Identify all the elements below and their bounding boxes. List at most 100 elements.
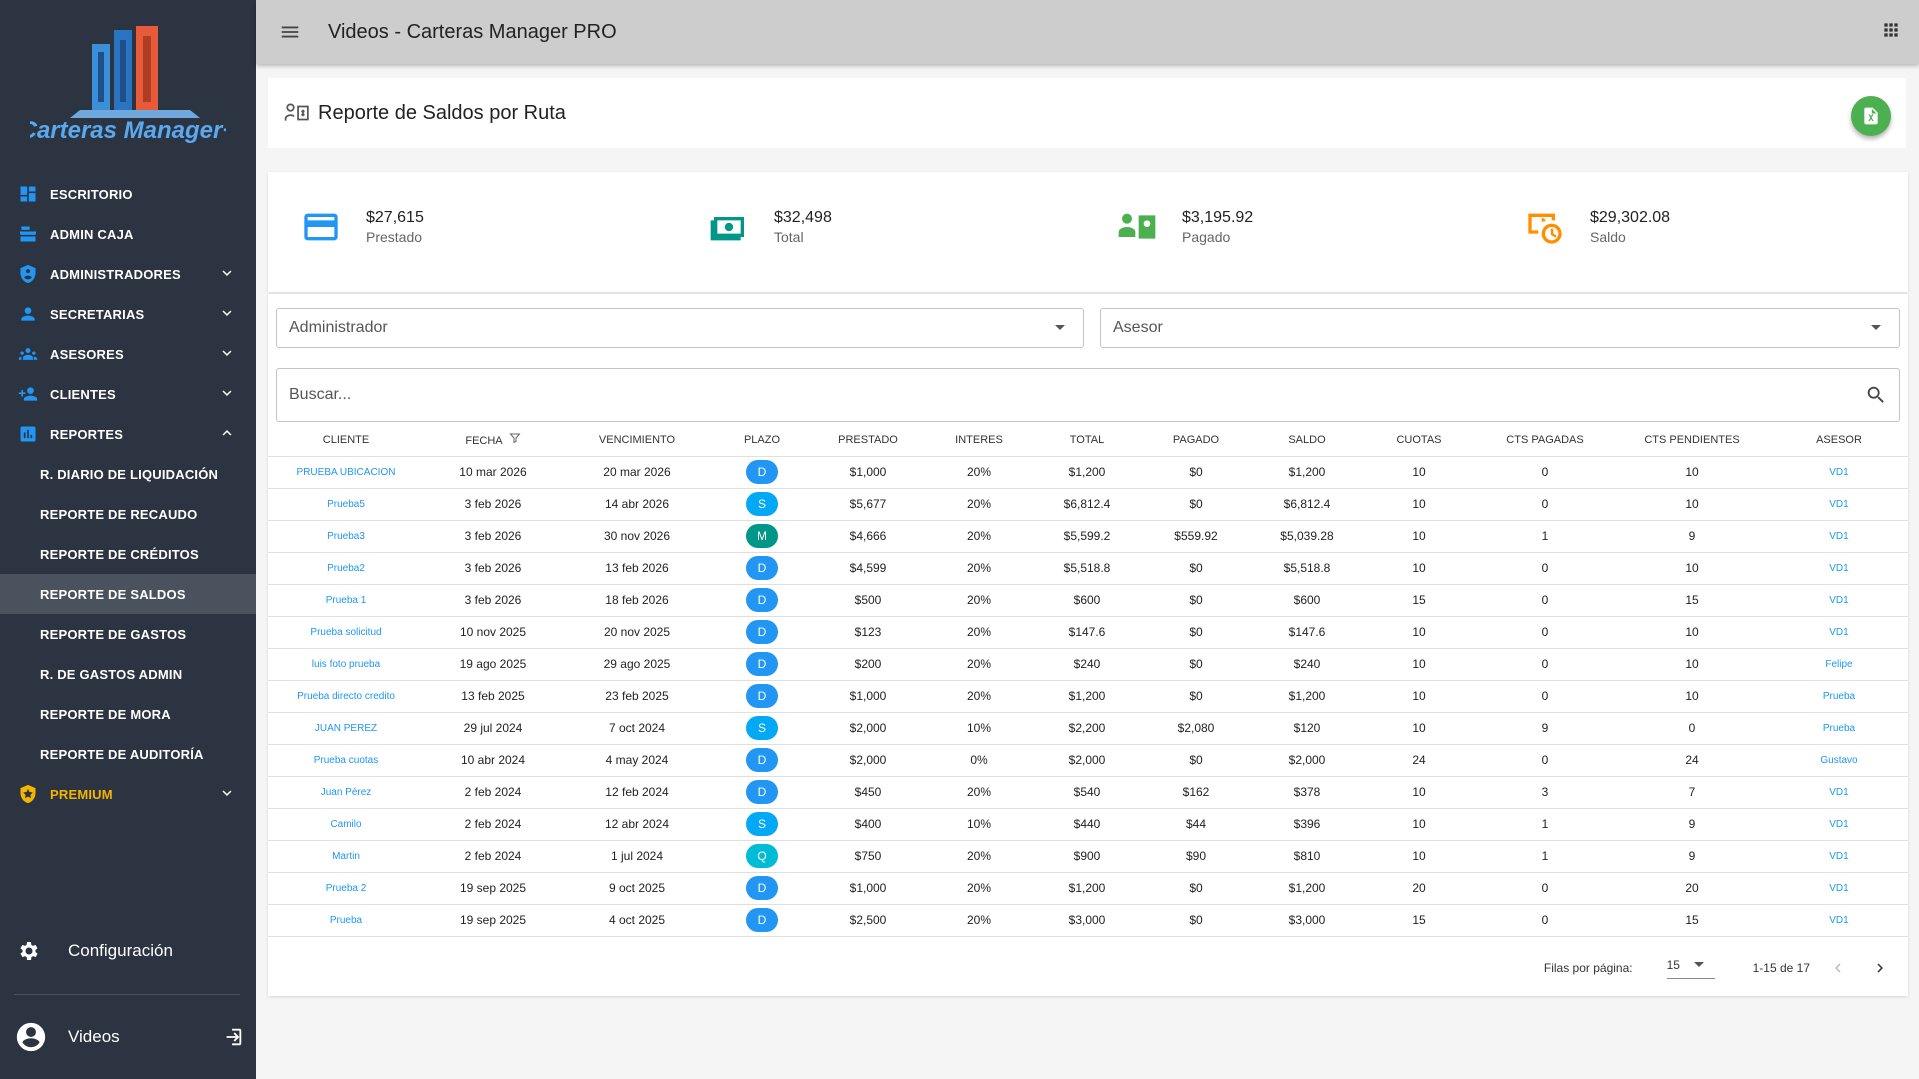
cell-asesor[interactable]: VD1	[1770, 584, 1908, 617]
cell-cliente[interactable]: Prueba2	[268, 552, 424, 585]
filter-icon[interactable]	[509, 433, 521, 447]
cell-prestado: $750	[812, 840, 924, 873]
table-row[interactable]: Prueba solicitud 10 nov 2025 20 nov 2025 D $…	[268, 616, 1908, 649]
cell-cliente[interactable]: Prueba 2	[268, 872, 424, 905]
rows-per-page-select[interactable]: 15	[1666, 958, 1715, 979]
sidebar-item-asesores[interactable]: ASESORES	[0, 334, 256, 374]
cell-cliente[interactable]: Prueba cuotas	[268, 744, 424, 777]
cell-asesor[interactable]: VD1	[1770, 552, 1908, 585]
sidebar-subitem-2[interactable]: REPORTE DE CRÉDITOS	[0, 534, 256, 574]
column-header-cts-pendientes[interactable]: CTS PENDIENTES	[1614, 424, 1770, 457]
sidebar-item-administradores[interactable]: ADMINISTRADORES	[0, 254, 256, 294]
column-header-saldo[interactable]: SALDO	[1252, 424, 1362, 457]
search-input[interactable]	[289, 386, 1865, 404]
cell-asesor[interactable]: Prueba	[1770, 712, 1908, 745]
cell-asesor[interactable]: VD1	[1770, 904, 1908, 937]
cell-cliente[interactable]: Camilo	[268, 808, 424, 841]
cell-asesor[interactable]: VD1	[1770, 776, 1908, 809]
sidebar-subitem-4[interactable]: REPORTE DE GASTOS	[0, 614, 256, 654]
sidebar-nav: ESCRITORIO ADMIN CAJA ADMINISTRADORES SECRE…	[0, 174, 256, 814]
sidebar-subitem-6[interactable]: REPORTE DE MORA	[0, 694, 256, 734]
cell-asesor[interactable]: VD1	[1770, 840, 1908, 873]
column-header-fecha[interactable]: FECHA	[424, 424, 562, 457]
prev-page-button[interactable]	[1824, 954, 1852, 982]
cell-asesor[interactable]: Prueba	[1770, 680, 1908, 713]
cell-vencimiento: 13 feb 2026	[562, 552, 712, 585]
search-field[interactable]	[276, 368, 1900, 422]
table-row[interactable]: luis foto prueba 19 ago 2025 29 ago 2025 D $…	[268, 648, 1908, 681]
table-row[interactable]: Camilo 2 feb 2024 12 abr 2024 S $400 10% $440 $…	[268, 808, 1908, 841]
cell-asesor[interactable]: VD1	[1770, 488, 1908, 521]
cell-interes: 20%	[924, 456, 1034, 489]
table-row[interactable]: Prueba2 3 feb 2026 13 feb 2026 D $4,599 20% $5…	[268, 552, 1908, 585]
settings-link[interactable]: Configuración	[16, 939, 173, 963]
column-header-prestado[interactable]: PRESTADO	[812, 424, 924, 457]
sidebar-subitem-5[interactable]: R. DE GASTOS ADMIN	[0, 654, 256, 694]
column-header-plazo[interactable]: PLAZO	[712, 424, 812, 457]
cell-asesor[interactable]: VD1	[1770, 872, 1908, 905]
sidebar-item-clientes[interactable]: CLIENTES	[0, 374, 256, 414]
cell-asesor[interactable]: Gustavo	[1770, 744, 1908, 777]
column-header-cts-pagadas[interactable]: CTS PAGADAS	[1476, 424, 1614, 457]
cell-cliente[interactable]: PRUEBA UBICACION	[268, 456, 424, 489]
cell-asesor[interactable]: VD1	[1770, 520, 1908, 553]
table-row[interactable]: Prueba3 3 feb 2026 30 nov 2026 M $4,666 20% $5…	[268, 520, 1908, 553]
cell-cliente[interactable]: luis foto prueba	[268, 648, 424, 681]
administrador-select[interactable]: Administrador	[276, 308, 1084, 348]
sidebar-item-escritorio[interactable]: ESCRITORIO	[0, 174, 256, 214]
sidebar-item-secretarias[interactable]: SECRETARIAS	[0, 294, 256, 334]
asesor-select[interactable]: Asesor	[1100, 308, 1900, 348]
apps-grid-icon[interactable]	[1881, 20, 1905, 44]
table-row[interactable]: Martin 2 feb 2024 1 jul 2024 Q $750 20% $900 $9…	[268, 840, 1908, 873]
column-header-cliente[interactable]: CLIENTE	[268, 424, 424, 457]
table-row[interactable]: Prueba 2 19 sep 2025 9 oct 2025 D $1,000 20% $…	[268, 872, 1908, 905]
cell-asesor[interactable]: VD1	[1770, 616, 1908, 649]
logout-icon[interactable]	[222, 1026, 244, 1048]
table-row[interactable]: JUAN PEREZ 29 jul 2024 7 oct 2024 S $2,000 10…	[268, 712, 1908, 745]
column-header-vencimiento[interactable]: VENCIMIENTO	[562, 424, 712, 457]
column-header-interes[interactable]: INTERES	[924, 424, 1034, 457]
cell-cliente[interactable]: Prueba5	[268, 488, 424, 521]
person-icon	[18, 304, 38, 324]
table-row[interactable]: Prueba directo credito 13 feb 2025 23 feb …	[268, 680, 1908, 713]
column-header-asesor[interactable]: ASESOR	[1770, 424, 1908, 457]
cell-cliente[interactable]: Martin	[268, 840, 424, 873]
user-menu[interactable]: Videos	[14, 1020, 244, 1054]
cell-cts-pendientes: 9	[1614, 840, 1770, 873]
cell-cliente[interactable]: Prueba 1	[268, 584, 424, 617]
next-page-button[interactable]	[1866, 954, 1894, 982]
cell-cliente[interactable]: JUAN PEREZ	[268, 712, 424, 745]
cell-cliente[interactable]: Juan Pérez	[268, 776, 424, 809]
sidebar-item-admin-caja[interactable]: ADMIN CAJA	[0, 214, 256, 254]
menu-icon[interactable]	[272, 14, 308, 50]
sidebar-subitem-0[interactable]: R. DIARIO DE LIQUIDACIÓN	[0, 454, 256, 494]
table-row[interactable]: Juan Pérez 2 feb 2024 12 feb 2024 D $450 20% $…	[268, 776, 1908, 809]
sidebar-item-premium[interactable]: PREMIUM	[0, 774, 256, 814]
column-header-cuotas[interactable]: CUOTAS	[1362, 424, 1476, 457]
column-header-pagado[interactable]: PAGADO	[1140, 424, 1252, 457]
sidebar-subitem-1[interactable]: REPORTE DE RECAUDO	[0, 494, 256, 534]
table-row[interactable]: Prueba5 3 feb 2026 14 abr 2026 S $5,677 20% $6…	[268, 488, 1908, 521]
sidebar-item-reportes[interactable]: REPORTES	[0, 414, 256, 454]
cell-pagado: $90	[1140, 840, 1252, 873]
table-row[interactable]: PRUEBA UBICACION 10 mar 2026 20 mar 2026 D $…	[268, 456, 1908, 489]
cell-asesor[interactable]: VD1	[1770, 456, 1908, 489]
column-header-total[interactable]: TOTAL	[1034, 424, 1140, 457]
search-icon[interactable]	[1865, 384, 1887, 406]
cell-interes: 20%	[924, 520, 1034, 553]
cell-cliente[interactable]: Prueba directo credito	[268, 680, 424, 713]
sidebar-subitem-3[interactable]: REPORTE DE SALDOS	[0, 574, 256, 614]
cell-asesor[interactable]: VD1	[1770, 808, 1908, 841]
export-excel-button[interactable]	[1851, 96, 1891, 136]
cell-cliente[interactable]: Prueba	[268, 904, 424, 937]
table-row[interactable]: Prueba cuotas 10 abr 2024 4 may 2024 D $2,00…	[268, 744, 1908, 777]
table-row[interactable]: Prueba 19 sep 2025 4 oct 2025 D $2,500 20% $3,…	[268, 904, 1908, 937]
cell-pagado: $0	[1140, 648, 1252, 681]
cell-cuotas: 10	[1362, 488, 1476, 521]
cell-asesor[interactable]: Felipe	[1770, 648, 1908, 681]
cell-cliente[interactable]: Prueba3	[268, 520, 424, 553]
sidebar-subitem-7[interactable]: REPORTE DE AUDITORÍA	[0, 734, 256, 774]
cell-cts-pendientes: 24	[1614, 744, 1770, 777]
cell-cliente[interactable]: Prueba solicitud	[268, 616, 424, 649]
